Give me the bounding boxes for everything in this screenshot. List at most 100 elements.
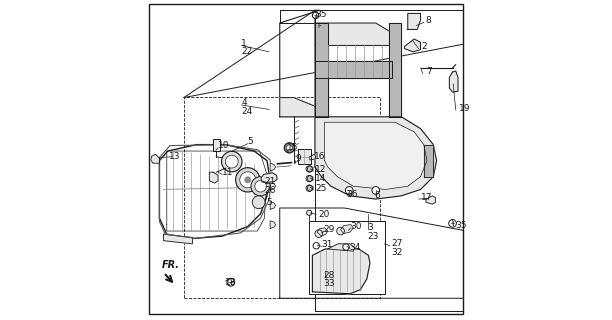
Text: 13: 13: [169, 152, 181, 161]
Bar: [184, 97, 379, 298]
Polygon shape: [408, 13, 420, 29]
Circle shape: [345, 187, 353, 194]
Circle shape: [313, 243, 319, 249]
Text: 25: 25: [315, 184, 326, 193]
Text: 10: 10: [218, 141, 230, 150]
Text: 17: 17: [420, 193, 432, 202]
Polygon shape: [261, 173, 277, 182]
Text: 24: 24: [241, 107, 253, 116]
Bar: [298, 149, 311, 164]
Text: 34: 34: [349, 243, 360, 252]
Polygon shape: [312, 249, 370, 294]
Polygon shape: [424, 145, 433, 177]
Text: 21: 21: [264, 177, 276, 186]
Text: 9: 9: [296, 154, 302, 163]
Text: 32: 32: [392, 248, 403, 257]
Circle shape: [306, 175, 312, 182]
Polygon shape: [167, 151, 267, 231]
Text: 36: 36: [346, 190, 357, 199]
Text: 15: 15: [287, 143, 298, 152]
Polygon shape: [340, 225, 353, 234]
Polygon shape: [280, 10, 315, 23]
Circle shape: [286, 145, 293, 151]
Bar: [308, 221, 385, 294]
Circle shape: [306, 185, 312, 191]
Circle shape: [222, 151, 242, 172]
Circle shape: [284, 143, 294, 153]
Polygon shape: [315, 117, 436, 199]
Polygon shape: [308, 175, 313, 182]
Circle shape: [236, 168, 260, 192]
Polygon shape: [324, 122, 427, 189]
Text: 5: 5: [248, 137, 253, 146]
Polygon shape: [308, 166, 313, 172]
Text: 33: 33: [324, 279, 335, 288]
Text: 7: 7: [426, 68, 431, 76]
Circle shape: [449, 220, 457, 227]
Circle shape: [245, 177, 251, 183]
Polygon shape: [389, 23, 401, 117]
Circle shape: [337, 227, 345, 235]
Polygon shape: [270, 221, 275, 228]
Circle shape: [307, 210, 312, 215]
Circle shape: [315, 230, 323, 237]
Circle shape: [372, 187, 379, 194]
Polygon shape: [317, 228, 328, 236]
Polygon shape: [151, 154, 160, 163]
Polygon shape: [315, 23, 328, 117]
Text: 12: 12: [315, 165, 326, 174]
Text: 6: 6: [375, 191, 381, 200]
Text: 1: 1: [241, 39, 247, 48]
Text: 8: 8: [425, 16, 431, 25]
Circle shape: [343, 244, 349, 250]
Circle shape: [225, 155, 238, 168]
Polygon shape: [315, 61, 392, 78]
Circle shape: [227, 278, 234, 286]
Text: 4: 4: [241, 98, 247, 107]
Text: 22: 22: [241, 47, 253, 56]
Polygon shape: [426, 196, 436, 204]
Circle shape: [240, 172, 256, 188]
Text: 3: 3: [367, 223, 373, 232]
Circle shape: [252, 196, 265, 209]
Text: FR.: FR.: [162, 260, 179, 270]
Polygon shape: [328, 244, 354, 251]
Text: 19: 19: [459, 104, 471, 113]
Circle shape: [312, 12, 319, 19]
Polygon shape: [315, 23, 392, 45]
Text: 28: 28: [324, 271, 335, 280]
Polygon shape: [160, 145, 269, 238]
Text: 30: 30: [350, 222, 362, 231]
Text: 35: 35: [455, 221, 466, 230]
Text: 31: 31: [321, 240, 333, 249]
Polygon shape: [280, 98, 315, 117]
Text: 11: 11: [222, 168, 234, 177]
Text: 18: 18: [225, 278, 237, 287]
Text: 14: 14: [315, 174, 326, 183]
Text: 27: 27: [392, 239, 403, 248]
Text: F: F: [318, 23, 322, 28]
Polygon shape: [163, 234, 192, 244]
Text: 26: 26: [264, 186, 276, 195]
Text: 23: 23: [367, 232, 379, 241]
Circle shape: [255, 180, 266, 192]
Text: 35: 35: [315, 10, 326, 19]
Polygon shape: [209, 172, 218, 183]
Polygon shape: [270, 163, 275, 171]
Text: 5: 5: [266, 198, 272, 207]
Polygon shape: [280, 208, 463, 298]
Text: 2: 2: [421, 42, 427, 51]
Text: 29: 29: [324, 225, 335, 234]
Bar: [212, 139, 220, 151]
Text: 16: 16: [314, 152, 325, 161]
Polygon shape: [449, 71, 458, 92]
Polygon shape: [280, 208, 463, 298]
Circle shape: [251, 177, 270, 196]
Polygon shape: [270, 182, 275, 190]
Polygon shape: [405, 39, 420, 52]
Polygon shape: [308, 185, 313, 191]
Polygon shape: [310, 154, 316, 160]
Text: 20: 20: [318, 210, 329, 219]
Circle shape: [306, 166, 312, 172]
Polygon shape: [280, 10, 319, 117]
